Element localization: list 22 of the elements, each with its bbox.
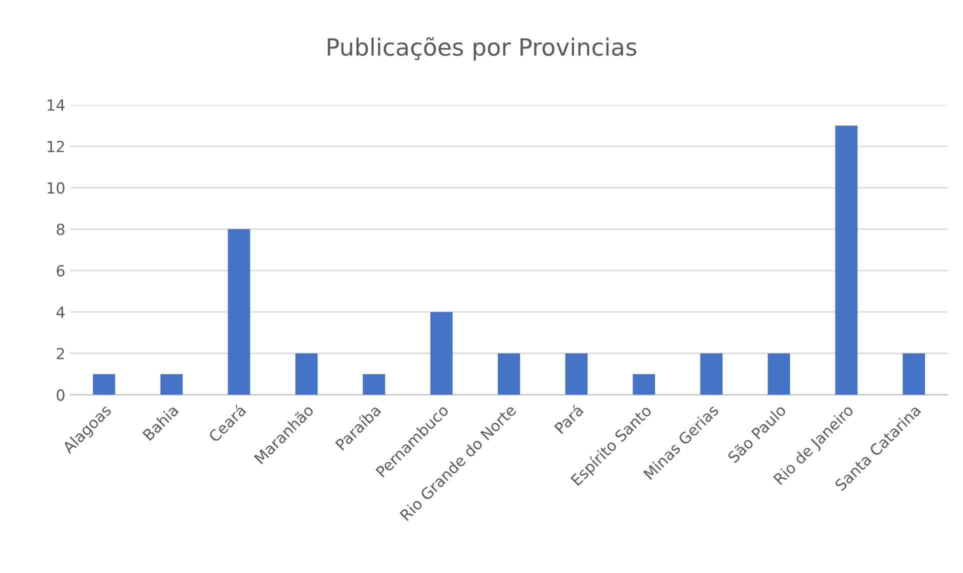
y-tick-label: 0	[56, 389, 64, 401]
bar	[632, 374, 656, 395]
y-tick-label: 8	[56, 224, 64, 236]
y-tick-label: 12	[48, 140, 64, 152]
bar	[228, 229, 250, 395]
bar	[498, 353, 520, 395]
y-tick-label: 2	[56, 348, 64, 360]
bar	[295, 353, 318, 395]
bar	[565, 353, 588, 395]
bar	[700, 353, 723, 395]
bar	[835, 126, 858, 395]
bar	[92, 374, 116, 395]
bar	[768, 353, 790, 395]
y-tick-label: 10	[48, 182, 64, 194]
bar	[160, 374, 183, 395]
bar	[362, 374, 386, 395]
bar	[902, 353, 925, 395]
bar	[430, 312, 453, 395]
y-tick-label: 6	[56, 265, 64, 277]
y-tick-label: 14	[48, 100, 65, 111]
y-tick-label: 4	[56, 306, 65, 318]
chart-title: Publicações por Provincias	[328, 37, 636, 60]
